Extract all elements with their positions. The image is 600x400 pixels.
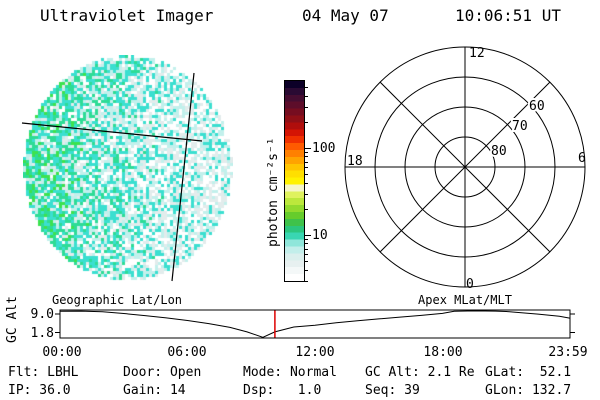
date-display: 04 May 07 (302, 6, 389, 25)
app-title: Ultraviolet Imager (40, 6, 214, 25)
uv-disk-image (23, 55, 233, 281)
colorbar (284, 80, 305, 282)
ytick-9: 9.0 (31, 307, 54, 322)
status-gc-alt: GC Alt: 2.1 Re (365, 365, 475, 380)
status-gain: Gain: 14 (123, 383, 186, 398)
status-ip: IP: 36.0 (8, 383, 71, 398)
status-glat: GLat: 52.1 (485, 365, 572, 380)
gc-alt-strip-chart: Geographic Lat/Lon Apex MLat/MLT GC Alt … (5, 293, 588, 360)
strip-plot-box (59, 309, 571, 339)
polar-spokes (345, 47, 585, 287)
status-glon: GLon: 132.7 (485, 383, 572, 398)
mlt-label-6: 6 (578, 151, 586, 166)
mlat-ring-label-80: 80 (491, 144, 507, 159)
status-seq: Seq: 39 (365, 383, 420, 398)
status-door: Door: Open (123, 365, 202, 380)
altitude-curve (59, 310, 570, 338)
strip-title-apex: Apex MLat/MLT (418, 293, 512, 307)
status-mode: Mode: Normal (243, 365, 337, 380)
colorbar-tick-label-100: 100 (312, 141, 336, 156)
mlt-label-12: 12 (469, 46, 485, 61)
strip-yticks (55, 313, 575, 333)
time-display: 10:06:51 UT (455, 6, 561, 25)
xtick-2359: 23:59 (548, 345, 587, 360)
mlt-label-18: 18 (347, 154, 363, 169)
colorbar-tick-label-10: 10 (312, 228, 328, 243)
strip-ylabel: GC Alt (5, 296, 20, 343)
mlt-label-0: 0 (466, 277, 474, 292)
ytick-1-8: 1.8 (31, 326, 54, 341)
mlat-ring-label-60: 60 (529, 99, 545, 114)
polar-grid-plot: 12 18 6 0 60 70 80 (344, 46, 586, 292)
strip-title-geographic: Geographic Lat/Lon (52, 293, 182, 307)
status-dsp: Dsp: 1.0 (243, 383, 322, 398)
xtick-1800: 18:00 (423, 345, 462, 360)
xtick-1200: 12:00 (295, 345, 334, 360)
mlat-ring-label-70: 70 (512, 119, 528, 134)
colorbar-units-label: photon cm⁻²s⁻¹ (266, 137, 281, 247)
xtick-0600: 06:00 (167, 345, 206, 360)
status-flt: Flt: LBHL (8, 365, 79, 380)
xtick-0000: 00:00 (42, 345, 81, 360)
